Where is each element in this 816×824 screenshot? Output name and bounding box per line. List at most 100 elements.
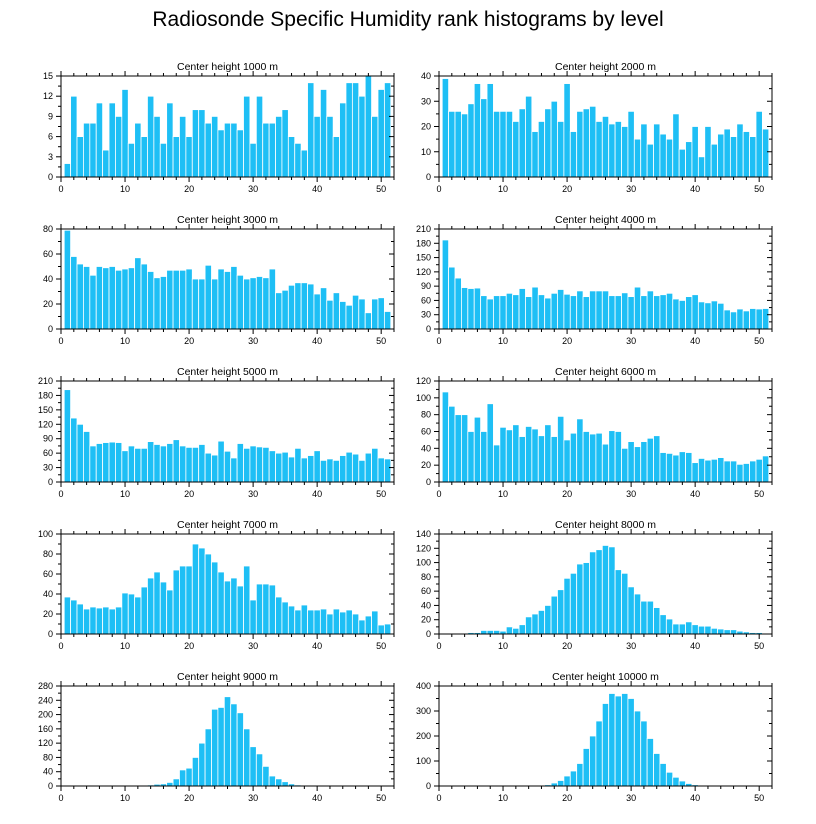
x-tick-label: 30 — [248, 793, 258, 803]
histogram-bar — [332, 136, 340, 178]
histogram-bar — [672, 776, 680, 787]
histogram-bar — [255, 276, 264, 330]
histogram-bar — [493, 630, 501, 635]
histogram-bar — [653, 295, 661, 330]
y-tick-label: 30 — [421, 310, 431, 320]
histogram-bar — [736, 123, 744, 178]
histogram-bar — [358, 95, 366, 178]
histogram-bar — [621, 447, 629, 483]
histogram-bar — [601, 443, 610, 483]
histogram-bar — [550, 100, 558, 178]
histogram-bar — [159, 276, 168, 330]
y-tick-label: 80 — [421, 410, 431, 420]
histogram-bar — [710, 458, 718, 483]
histogram-bar — [665, 771, 674, 787]
histogram-bar — [736, 463, 744, 483]
histogram-bar — [364, 452, 372, 483]
histogram-bar — [576, 563, 584, 635]
histogram-bar — [166, 443, 174, 483]
histogram-bar — [63, 389, 71, 483]
histogram-bar — [268, 122, 276, 178]
histogram-bar — [217, 268, 225, 330]
histogram-bar — [147, 441, 155, 483]
histogram-bar — [281, 601, 289, 635]
x-tick-label: 50 — [376, 793, 386, 803]
histogram-bar — [749, 136, 757, 178]
histogram-bar — [454, 414, 462, 483]
histogram-bar — [262, 583, 270, 635]
y-tick-label: 60 — [43, 448, 53, 458]
histogram-bar — [313, 293, 321, 330]
y-tick-label: 240 — [38, 695, 53, 705]
histogram-bar — [448, 110, 456, 178]
panel-title: Center height 8000 m — [555, 519, 656, 531]
histogram-bar — [275, 596, 283, 635]
histogram-bar — [185, 268, 193, 330]
histogram-bar — [499, 110, 507, 178]
histogram-bar — [275, 292, 283, 330]
histogram-bar — [108, 102, 116, 178]
histogram-bar — [281, 781, 289, 787]
histogram-bar — [102, 606, 110, 635]
histogram-bar — [255, 753, 264, 787]
histogram-bar — [166, 782, 174, 787]
histogram-bar — [640, 600, 648, 635]
histogram-bar — [102, 149, 110, 178]
histogram-bar — [525, 616, 533, 635]
histogram-bar — [172, 439, 180, 483]
histogram-bar — [480, 630, 488, 635]
histogram-bar — [95, 266, 104, 330]
histogram-bar — [179, 769, 187, 787]
histogram-bar — [211, 561, 219, 635]
y-tick-label: 0 — [48, 477, 53, 487]
histogram-bar — [345, 304, 353, 330]
x-tick-label: 0 — [436, 489, 441, 499]
histogram-bar — [364, 312, 372, 330]
histogram-bar — [281, 109, 289, 178]
y-tick-label: 150 — [38, 405, 53, 415]
x-tick-label: 10 — [120, 793, 130, 803]
histogram-bar — [621, 292, 629, 330]
histogram-bar — [108, 441, 116, 483]
histogram-bar — [512, 424, 520, 483]
histogram-bar — [268, 584, 276, 635]
x-tick-label: 20 — [184, 184, 194, 194]
histogram-bar — [127, 267, 136, 330]
histogram-bar — [230, 457, 238, 483]
x-tick-label: 50 — [754, 184, 764, 194]
histogram-bar — [525, 296, 533, 330]
histogram-bar — [742, 131, 750, 178]
histogram-bar — [127, 142, 136, 178]
histogram-bar — [351, 82, 360, 178]
histogram-bar — [249, 445, 257, 483]
histogram-bar — [461, 287, 469, 330]
histogram-bar — [499, 295, 507, 330]
histogram-bar — [332, 292, 340, 330]
histogram-bar — [505, 110, 514, 178]
histogram-bar — [140, 136, 148, 178]
histogram-bar — [89, 122, 97, 178]
panel-title: Center height 2000 m — [555, 61, 656, 73]
histogram-bar — [307, 609, 315, 635]
panel-title: Center height 6000 m — [555, 366, 656, 378]
y-tick-label: 60 — [421, 295, 431, 305]
x-tick-label: 10 — [498, 793, 508, 803]
histogram-bar — [134, 447, 142, 483]
histogram-bar — [493, 444, 501, 483]
histogram-bar — [179, 116, 187, 178]
histogram-bar — [761, 308, 770, 330]
histogram-bar — [646, 738, 654, 787]
y-tick-label: 20 — [43, 609, 53, 619]
histogram-panel: Center height 4000 m 0 10 20 30 40 50 0 30 60 90 12… — [416, 214, 773, 346]
histogram-bar — [589, 551, 597, 635]
histogram-bar — [665, 618, 674, 635]
histogram-bar — [685, 141, 693, 178]
histogram-bar — [627, 441, 635, 483]
histogram-bar — [179, 269, 187, 330]
y-tick-label: 0 — [48, 324, 53, 334]
x-tick-label: 30 — [248, 641, 258, 651]
histogram-bar — [441, 78, 450, 178]
y-tick-label: 40 — [43, 589, 53, 599]
y-tick-label: 60 — [421, 427, 431, 437]
panel-title: Center height 7000 m — [177, 519, 278, 531]
